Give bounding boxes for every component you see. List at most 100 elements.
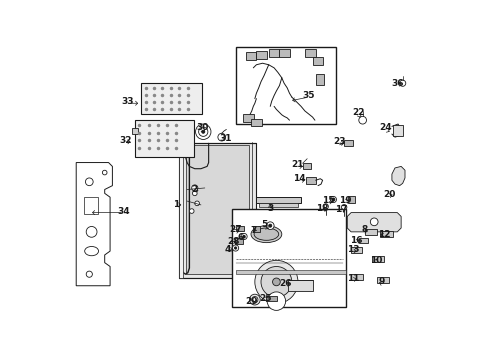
Circle shape (254, 260, 297, 303)
Circle shape (189, 209, 194, 213)
Bar (350, 274, 363, 280)
Bar (234, 238, 242, 244)
Circle shape (323, 204, 328, 209)
Text: 15: 15 (321, 196, 334, 205)
Ellipse shape (84, 247, 99, 256)
Bar (287, 280, 312, 291)
Text: 30: 30 (196, 123, 208, 132)
Bar (231, 209, 345, 307)
Bar (256, 197, 301, 203)
Bar (250, 119, 261, 126)
Bar (135, 120, 194, 157)
Bar (371, 256, 384, 262)
Circle shape (358, 116, 366, 124)
Polygon shape (76, 163, 112, 286)
Circle shape (232, 245, 238, 251)
Text: 1: 1 (173, 201, 179, 210)
Text: 33: 33 (122, 97, 134, 106)
Text: 29: 29 (245, 297, 258, 306)
Text: 7: 7 (249, 226, 256, 235)
Bar (253, 226, 260, 232)
Text: 23: 23 (333, 137, 345, 146)
Circle shape (234, 247, 236, 249)
Polygon shape (185, 145, 249, 274)
Text: 3: 3 (266, 204, 273, 213)
Circle shape (329, 197, 336, 203)
Bar (316, 74, 324, 85)
Polygon shape (179, 143, 256, 278)
Circle shape (194, 201, 199, 206)
Text: 20: 20 (383, 190, 395, 199)
Circle shape (191, 185, 198, 191)
Text: 31: 31 (219, 134, 231, 143)
Bar (131, 128, 138, 134)
Ellipse shape (250, 226, 281, 243)
Bar (279, 49, 290, 57)
Text: 32: 32 (119, 136, 131, 145)
Bar (235, 47, 335, 124)
Text: 16: 16 (349, 236, 362, 245)
Bar (84, 197, 98, 214)
Bar (344, 140, 353, 147)
Circle shape (266, 292, 285, 310)
Bar (179, 143, 183, 278)
Text: 28: 28 (226, 237, 239, 246)
Text: 36: 36 (391, 79, 404, 88)
Text: 12: 12 (377, 230, 389, 239)
Circle shape (399, 80, 405, 86)
Bar (245, 53, 256, 60)
Circle shape (266, 222, 274, 230)
Polygon shape (238, 213, 305, 253)
Circle shape (261, 266, 291, 297)
Bar (347, 197, 354, 203)
Bar (313, 57, 322, 65)
Text: 35: 35 (302, 91, 314, 100)
Text: 17: 17 (334, 205, 346, 214)
Text: 5: 5 (261, 220, 266, 229)
Text: 22: 22 (352, 108, 365, 117)
Bar (305, 49, 315, 57)
Text: 34: 34 (118, 207, 130, 216)
Circle shape (249, 294, 260, 305)
Circle shape (86, 271, 92, 277)
Bar (364, 229, 377, 235)
Text: 26: 26 (279, 279, 291, 288)
Bar (393, 125, 402, 136)
Circle shape (218, 133, 225, 141)
Circle shape (268, 224, 271, 227)
Text: 18: 18 (316, 204, 328, 213)
Circle shape (341, 204, 346, 210)
Bar (235, 270, 345, 274)
Text: 6: 6 (237, 233, 244, 242)
Bar (358, 238, 367, 243)
Text: 11: 11 (346, 274, 359, 283)
Text: 9: 9 (378, 278, 384, 287)
Circle shape (195, 124, 210, 139)
Circle shape (192, 191, 197, 195)
Bar (243, 114, 254, 122)
Text: 13: 13 (346, 245, 359, 254)
Text: 27: 27 (229, 225, 242, 234)
Circle shape (243, 235, 244, 238)
Polygon shape (235, 211, 306, 257)
Bar (266, 296, 277, 301)
Circle shape (272, 278, 280, 286)
Bar (380, 231, 392, 237)
Text: 19: 19 (339, 196, 351, 205)
Text: 10: 10 (369, 256, 381, 265)
Circle shape (86, 226, 97, 237)
Bar (141, 83, 202, 114)
Bar (305, 177, 315, 184)
Polygon shape (391, 166, 404, 186)
Bar (236, 226, 244, 231)
Text: 24: 24 (379, 123, 391, 132)
Polygon shape (346, 213, 400, 232)
Bar (302, 163, 310, 169)
Circle shape (202, 130, 204, 133)
Text: 8: 8 (360, 225, 366, 234)
Circle shape (102, 170, 107, 175)
Polygon shape (233, 209, 345, 307)
Circle shape (369, 218, 377, 226)
Circle shape (241, 233, 246, 239)
Bar (268, 49, 279, 57)
